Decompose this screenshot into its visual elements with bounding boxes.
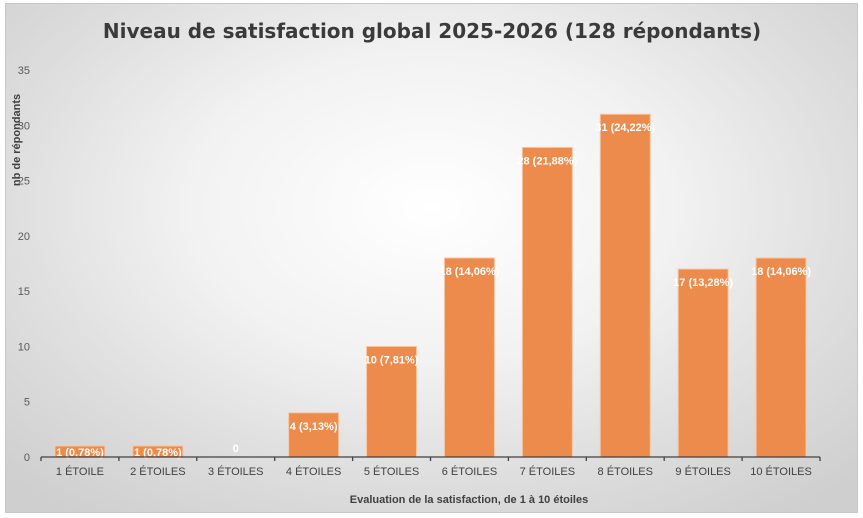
x-axis-title: Evaluation de la satisfaction, de 1 à 10…: [350, 494, 588, 506]
data-labels: 1 (0,78%) 1 (0,78%) 0 4 (3,13%) 10 (7,81%) 18…: [56, 122, 811, 459]
x-tick-label: 1 ÉTOILE: [56, 465, 104, 478]
x-tick-label: 6 ÉTOILES: [442, 465, 497, 478]
bar-8[interactable]: [599, 113, 651, 458]
bar-4[interactable]: [288, 412, 340, 458]
y-tick-label: 5: [24, 397, 30, 409]
data-label: 1 (0,78%): [56, 447, 104, 459]
y-tick-label: 35: [18, 65, 30, 77]
chart-title: Niveau de satisfaction global 2025-2026 …: [103, 19, 761, 43]
bar-10[interactable]: [755, 257, 807, 458]
y-tick-label: 0: [24, 452, 30, 464]
x-tick-label: 8 ÉTOILES: [598, 465, 653, 478]
bar-7[interactable]: [521, 146, 573, 458]
data-label: 4 (3,13%): [290, 421, 338, 433]
bar-5[interactable]: [366, 345, 418, 458]
data-label: 28 (21,88%): [517, 155, 577, 167]
data-label: 31 (24,22%): [595, 122, 655, 134]
x-tick-label: 9 ÉTOILES: [675, 465, 730, 478]
y-tick-label: 20: [18, 231, 30, 243]
data-label: 18 (14,06%): [751, 266, 811, 278]
y-tick-label: 25: [18, 176, 30, 188]
data-label: 18 (14,06%): [439, 266, 499, 278]
x-tick-label: 2 ÉTOILES: [130, 465, 185, 478]
x-tick-label: 5 ÉTOILES: [364, 465, 419, 478]
data-label: 10 (7,81%): [365, 354, 419, 366]
x-axis: [40, 456, 821, 461]
data-label: 1 (0,78%): [134, 447, 182, 459]
data-label: 0: [233, 443, 239, 455]
bar-6[interactable]: [443, 257, 495, 458]
bar-9[interactable]: [677, 268, 729, 458]
data-label: 17 (13,28%): [673, 277, 733, 289]
y-tick-label: 15: [18, 286, 30, 298]
x-tick-label: 7 ÉTOILES: [520, 465, 575, 478]
y-tick-label: 30: [18, 120, 30, 132]
x-axis-ticks: 1 ÉTOILE 2 ÉTOILES 3 ÉTOILES 4 ÉTOILES 5 ÉTO…: [56, 465, 812, 478]
x-tick-label: 4 ÉTOILES: [286, 465, 341, 478]
x-tick-label: 3 ÉTOILES: [208, 465, 263, 478]
x-tick-label: 10 ÉTOILES: [750, 465, 812, 478]
bars: [54, 113, 807, 458]
y-axis-ticks: 0 5 10 15 20 25 30 35: [18, 65, 30, 464]
y-axis-title: nb de répondants: [11, 94, 23, 186]
y-tick-label: 10: [18, 341, 30, 353]
